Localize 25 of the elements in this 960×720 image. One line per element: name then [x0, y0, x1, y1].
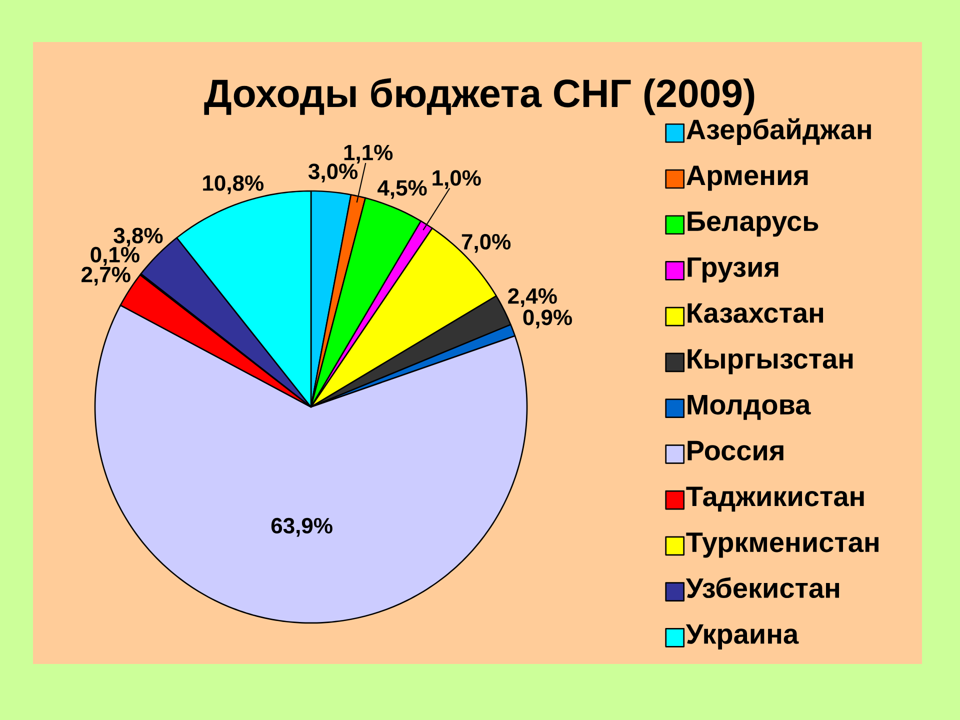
- data-label: 1,0%: [432, 170, 481, 189]
- data-label: 2,7%: [82, 266, 130, 286]
- legend-label: Узбекистан: [686, 577, 840, 598]
- chart-title: Доходы бюджета СНГ (2009): [204, 78, 754, 116]
- data-label: 0,1%: [90, 246, 140, 266]
- data-label: 3,8%: [114, 228, 163, 247]
- data-label: 10,8%: [203, 175, 264, 194]
- legend-label: Таджикистан: [686, 486, 864, 512]
- legend-label: Беларусь: [688, 212, 818, 237]
- legend-label: Россия: [688, 440, 784, 460]
- data-label: 0,9%: [523, 310, 572, 328]
- data-label: 7,0%: [462, 234, 511, 253]
- legend-label: Армения: [686, 166, 808, 191]
- data-label: 1,1%: [344, 144, 393, 164]
- data-label: 2,4%: [508, 288, 557, 308]
- legend-label: Молдова: [688, 395, 811, 420]
- legend-label: Украина: [686, 624, 799, 650]
- data-label: 63,9%: [271, 518, 332, 537]
- legend-label: Казахстан: [688, 303, 823, 323]
- legend-label: Туркменистан: [686, 532, 878, 558]
- legend-label: Кыргызстан: [688, 349, 853, 374]
- data-label: 3,0%: [308, 164, 358, 182]
- legend-label: Грузия: [688, 257, 778, 283]
- data-label: 4,5%: [378, 180, 427, 199]
- legend-label: Азербайджан: [686, 118, 871, 145]
